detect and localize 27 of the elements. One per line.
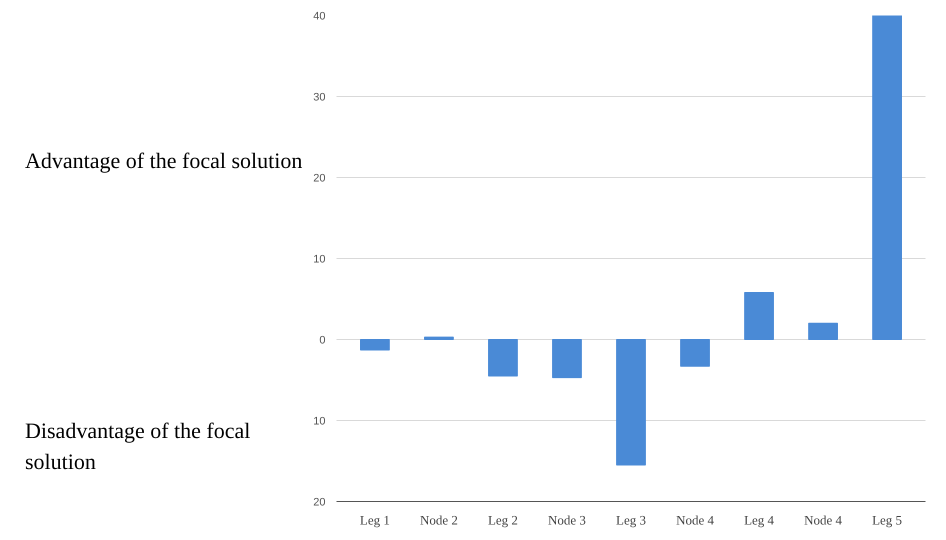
y-tick-label: 0 [319, 334, 326, 346]
bar [488, 339, 518, 376]
x-tick-label: Leg 2 [488, 512, 518, 528]
y-tick-label: 10 [313, 416, 326, 428]
x-tick-label: Node 4 [676, 512, 714, 528]
bar [360, 339, 390, 351]
y-tick-label: 30 [313, 92, 326, 104]
bar [872, 16, 902, 340]
bar [552, 339, 582, 378]
bar [680, 339, 710, 367]
x-tick-label: Node 4 [804, 512, 843, 528]
text: Advantage of the focal solution [25, 147, 302, 175]
y-tick-label: 10 [313, 254, 326, 266]
x-tick-label: Node 3 [548, 512, 586, 528]
bar [616, 339, 646, 466]
x-tick-label: Leg 1 [360, 512, 390, 528]
x-tick-label: Leg 3 [616, 512, 646, 528]
y-tick-label: 20 [313, 172, 326, 184]
x-tick-label: Node 2 [420, 512, 458, 528]
bar [808, 322, 838, 340]
bar [424, 336, 454, 340]
x-tick-label: Leg 5 [872, 512, 902, 528]
y-tick-label: 20 [313, 496, 326, 508]
text: Disadvantage of the focal solution [25, 417, 252, 476]
y-tick-label: 40 [313, 10, 326, 22]
bar [744, 292, 774, 340]
x-tick-label: Leg 4 [744, 512, 775, 528]
